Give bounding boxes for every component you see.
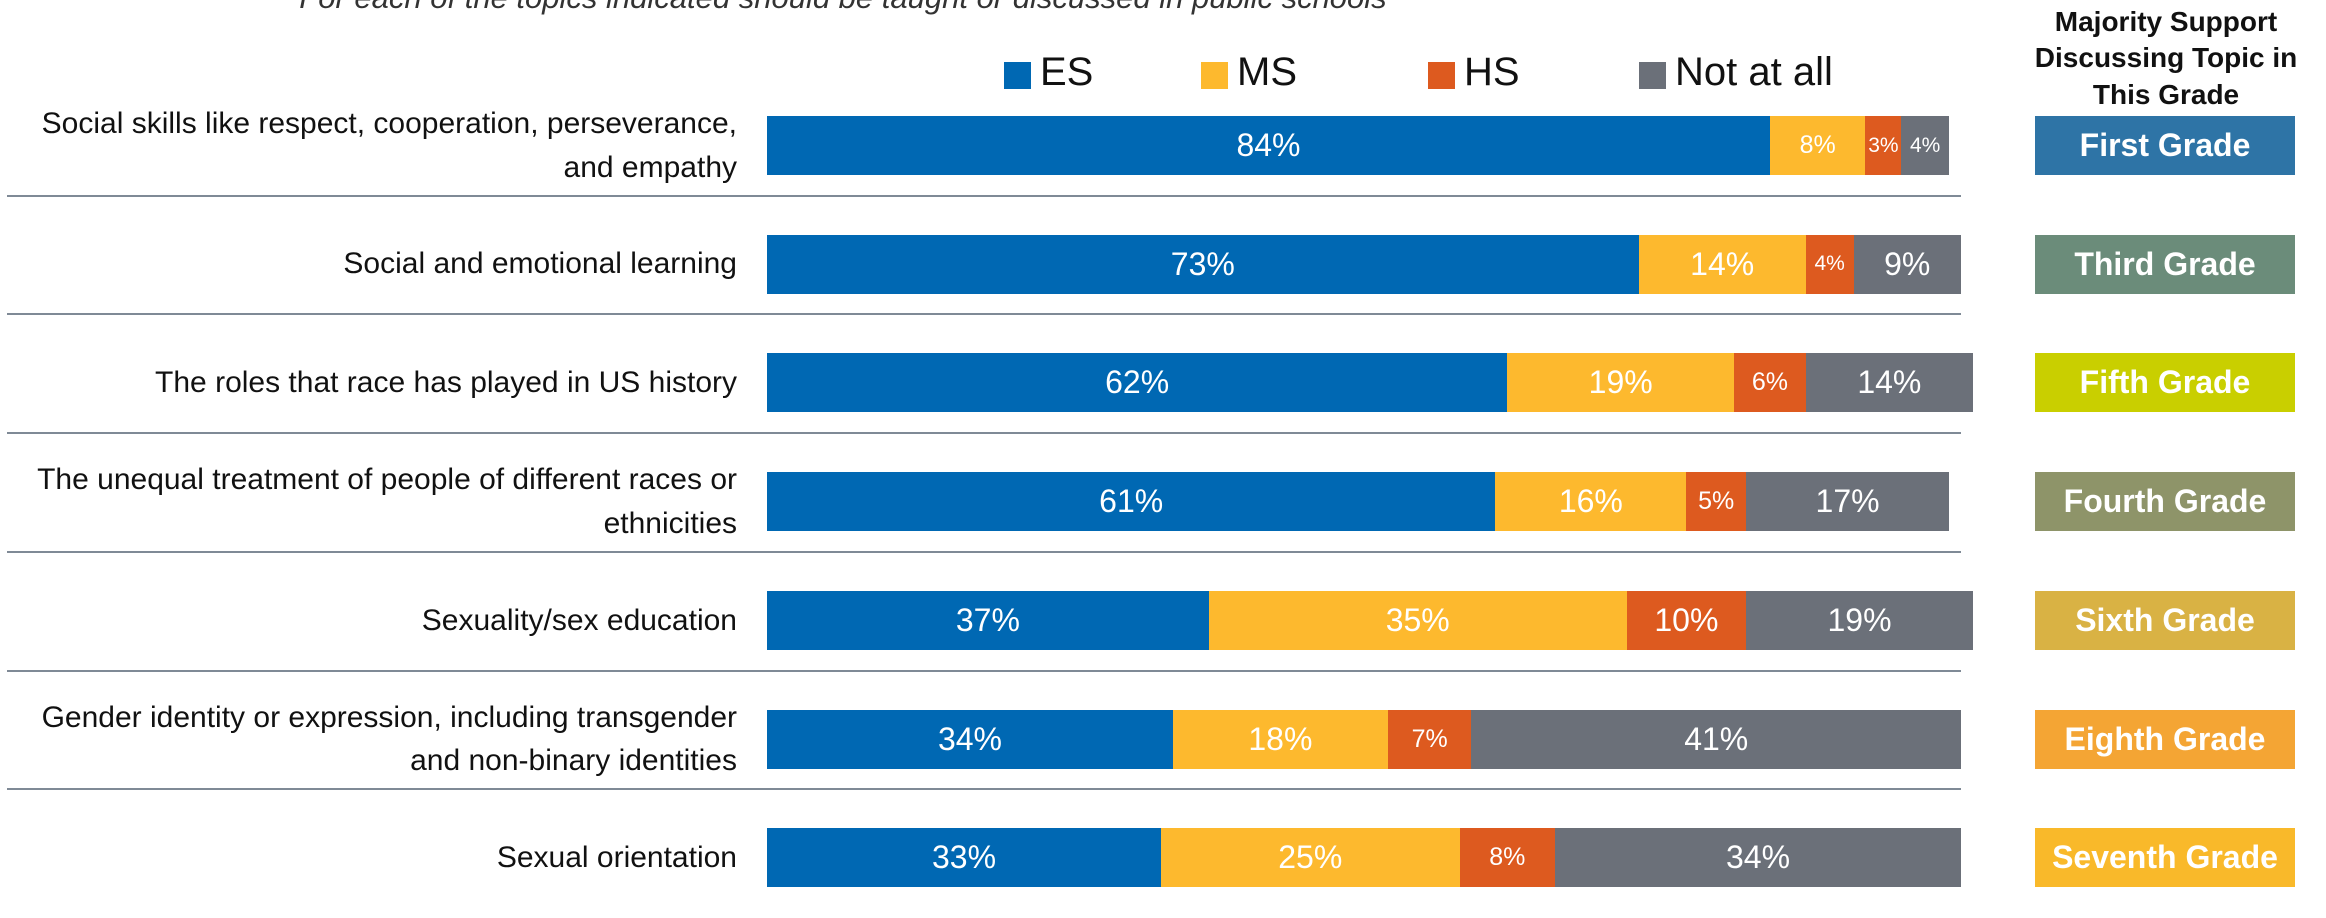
bar-segment: 14% [1805,353,1973,413]
legend-label: HS [1464,50,1520,94]
chart-subtitle: For each of the topics indicated should … [0,0,2006,16]
value-label: 62% [1105,364,1170,401]
value-label: 17% [1815,483,1880,520]
value-label: 19% [1588,364,1653,401]
bar-segment: 18% [1172,709,1388,769]
value-label: 6% [1751,368,1788,397]
value-label: 35% [1385,601,1450,638]
value-label: 8% [1799,131,1836,159]
grade-box: Seventh Grade [2035,828,2295,888]
value-label: 8% [1489,843,1526,872]
category-label: Gender identity or expression, including… [41,700,737,778]
value-label: 84% [1236,127,1301,163]
page: For each of the topics indicated should … [0,0,2298,888]
legend-swatch [1639,62,1666,89]
bar-segment: 19% [1507,353,1735,413]
value-label: 5% [1698,487,1735,516]
bar-segment: 33% [767,828,1162,888]
grade-column-title: Majority Support Discussing Topic in Thi… [2034,6,2298,110]
category-label: Sexuality/sex education [421,603,737,637]
bar-segment: 4% [1901,116,1950,175]
grade-box: Fourth Grade [2035,472,2295,532]
value-label: 41% [1684,720,1749,757]
row-separator [7,432,1961,435]
legend-label: ES [1040,50,1094,94]
bar-segment: 14% [1638,234,1806,294]
bar-segment: 7% [1387,709,1472,769]
row-separator [7,550,1961,553]
legend-label: Not at all [1675,50,1833,94]
bar-segment: 61% [767,472,1496,532]
category-label: Social and emotional learning [343,247,737,281]
bar-segment: 6% [1734,353,1806,413]
row-separator [7,788,1961,791]
bar-segment: 17% [1746,472,1950,532]
bar-segment: 35% [1208,590,1627,650]
legend-swatch [1201,62,1228,89]
bar-segment: 41% [1471,709,1961,769]
bar-segment: 34% [767,709,1173,769]
category-label: Social skills like respect, cooperation,… [41,107,737,184]
bar-segment: 37% [767,590,1209,650]
bar-segment: 25% [1161,828,1460,888]
value-label: 73% [1170,245,1235,282]
value-label: 61% [1099,483,1164,520]
value-label: 9% [1884,245,1931,282]
value-label: 10% [1654,601,1719,638]
row-separator [7,313,1961,316]
value-label: 4% [1814,252,1845,276]
value-label: 14% [1857,364,1922,401]
value-label: 18% [1248,720,1313,757]
legend-swatch [1004,62,1031,89]
legend-label: MS [1237,50,1297,94]
bar-segment: 5% [1686,472,1747,532]
bar-segment: 9% [1853,234,1961,294]
category-label: Sexual orientation [496,840,737,874]
grade-box: Third Grade [2035,234,2295,294]
value-label: 19% [1827,601,1892,638]
bar-segment: 84% [767,116,1770,175]
category-label: The unequal treatment of people of diffe… [37,463,737,540]
bar-segment: 34% [1555,828,1961,888]
value-label: 16% [1558,483,1623,520]
row-separator [7,669,1961,672]
value-label: 3% [1868,133,1899,157]
grade-box: Eighth Grade [2035,709,2295,769]
bar-segment: 4% [1805,234,1854,294]
bar-segment: 3% [1865,116,1902,175]
bar-segment: 16% [1495,472,1687,532]
value-label: 37% [955,601,1020,638]
bar-segment: 62% [767,353,1508,413]
value-label: 7% [1411,724,1448,753]
grade-box: Sixth Grade [2035,590,2295,650]
value-label: 25% [1278,839,1343,876]
bar-segment: 19% [1746,590,1973,650]
bar-segment: 8% [1769,116,1866,175]
bar-segment: 10% [1626,590,1747,650]
bar-segment: 8% [1459,828,1556,888]
bar-segment: 73% [767,234,1639,294]
value-label: 4% [1909,133,1941,157]
row-separator [7,194,1961,197]
category-label: The roles that race has played in US his… [155,366,737,400]
value-label: 34% [937,720,1002,757]
legend-swatch [1428,62,1455,89]
grade-box: First Grade [2035,116,2295,175]
value-label: 14% [1690,245,1755,282]
value-label: 34% [1725,839,1791,876]
grade-box: Fifth Grade [2035,353,2295,413]
value-label: 33% [931,839,997,876]
